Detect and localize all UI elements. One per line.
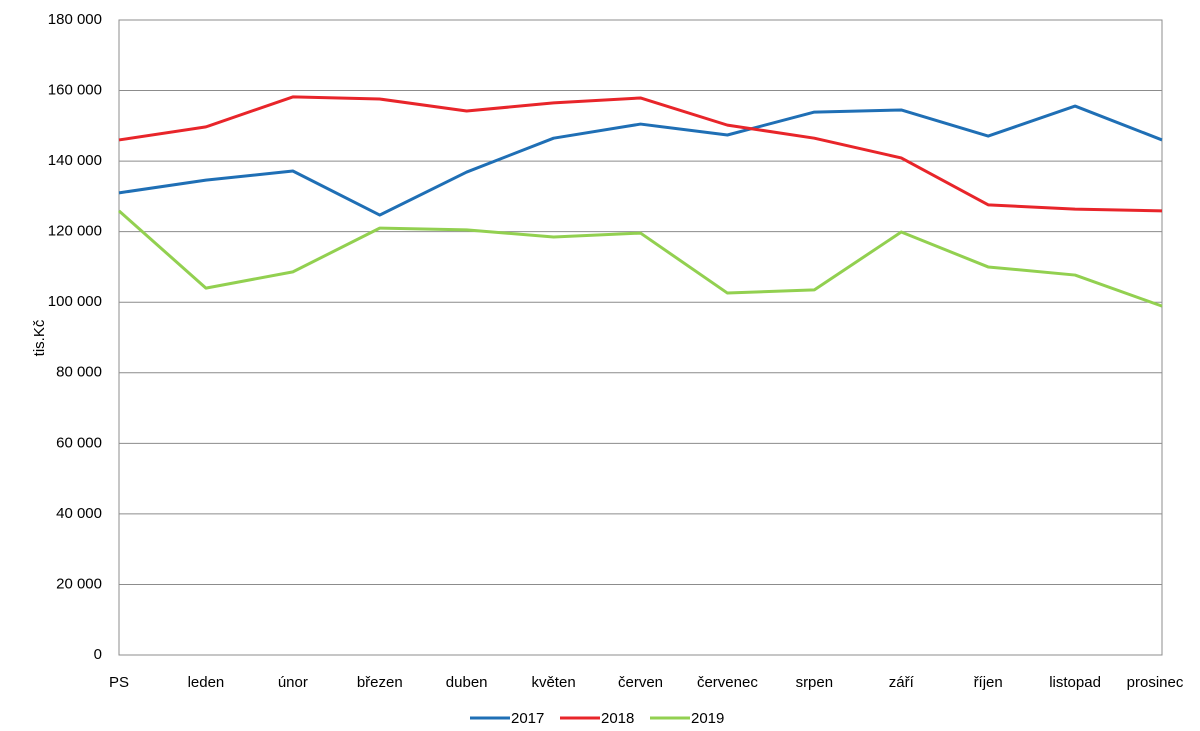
x-tick-label: leden [188, 674, 225, 691]
legend-label: 2019 [691, 710, 724, 727]
y-axis-label: tis.Kč [31, 319, 48, 356]
y-tick-label: 40 000 [56, 505, 102, 522]
y-tick-label: 120 000 [48, 223, 102, 240]
y-tick-label: 20 000 [56, 575, 102, 592]
x-tick-label: červenec [697, 674, 758, 691]
x-tick-label: duben [446, 674, 488, 691]
y-tick-label: 0 [94, 646, 102, 663]
x-tick-label: únor [278, 674, 308, 691]
legend-label: 2017 [511, 710, 544, 727]
y-tick-label: 160 000 [48, 82, 102, 99]
x-tick-label: prosinec [1127, 674, 1184, 691]
x-tick-label: listopad [1049, 674, 1101, 691]
y-tick-label: 80 000 [56, 364, 102, 381]
x-tick-label: květen [531, 674, 575, 691]
y-tick-label: 180 000 [48, 11, 102, 28]
y-tick-label: 60 000 [56, 434, 102, 451]
y-tick-label: 140 000 [48, 152, 102, 169]
legend-label: 2018 [601, 710, 634, 727]
series-line [118, 104, 1163, 217]
x-tick-label: PS [109, 674, 129, 691]
series-line [118, 95, 1163, 213]
x-tick-label: červen [618, 674, 663, 691]
plot-border [118, 19, 1163, 656]
y-tick-label: 100 000 [48, 293, 102, 310]
x-tick-label: září [889, 674, 915, 691]
x-tick-label: srpen [796, 674, 834, 691]
x-tick-label: březen [357, 674, 403, 691]
series-line [118, 209, 1163, 308]
x-tick-label: říjen [974, 674, 1003, 691]
